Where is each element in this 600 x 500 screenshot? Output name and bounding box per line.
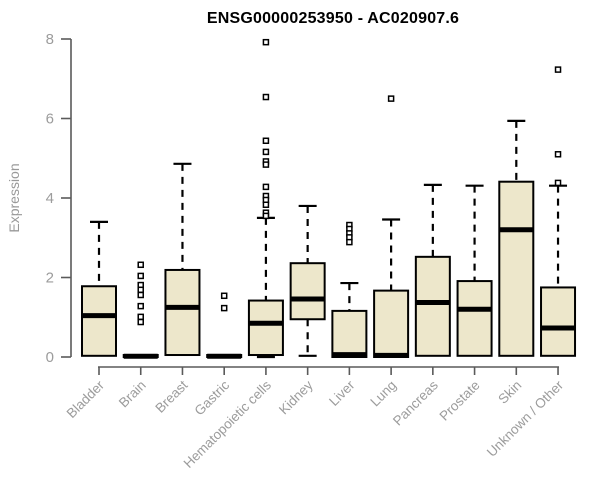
box-unknown-other bbox=[540, 286, 577, 357]
outlier-point-gastric bbox=[220, 304, 228, 312]
y-axis-title: Expression bbox=[6, 163, 22, 233]
chart-title: ENSG00000253950 - AC020907.6 bbox=[206, 10, 460, 27]
y-tick-label: 2 bbox=[46, 270, 54, 287]
outlier-point-hematopoietic-cells bbox=[262, 137, 270, 145]
x-tick-label-skin: Skin bbox=[495, 378, 524, 407]
outlier-point-unknown-other bbox=[554, 179, 562, 187]
box-breast bbox=[164, 268, 201, 357]
box-prostate bbox=[456, 280, 493, 357]
outlier-point-unknown-other bbox=[554, 66, 562, 73]
outlier-point-brain bbox=[137, 318, 144, 326]
x-tick-label-lung: Lung bbox=[367, 378, 399, 410]
x-tick-label-prostate: Prostate bbox=[437, 378, 483, 424]
outlier-point-brain bbox=[137, 313, 144, 321]
box-pancreas bbox=[414, 255, 451, 357]
outlier-point-hematopoietic-cells bbox=[262, 183, 270, 191]
box-hematopoietic-cells bbox=[247, 299, 284, 357]
box-liver bbox=[331, 309, 368, 359]
outlier-point-lung bbox=[387, 95, 395, 102]
box-bladder bbox=[81, 285, 117, 357]
outlier-point-hematopoietic-cells bbox=[262, 212, 270, 220]
y-tick-label: 4 bbox=[46, 190, 54, 207]
x-tick-label-breast: Breast bbox=[152, 377, 190, 415]
outlier-point-brain bbox=[137, 286, 144, 294]
outlier-point-hematopoietic-cells bbox=[262, 38, 270, 46]
y-tick-label: 8 bbox=[46, 31, 54, 48]
outlier-point-gastric bbox=[220, 292, 228, 300]
x-tick-label-bladder: Bladder bbox=[64, 377, 108, 421]
box-kidney bbox=[289, 262, 326, 321]
x-tick-label-liver: Liver bbox=[326, 377, 358, 409]
outlier-point-hematopoietic-cells bbox=[262, 93, 270, 101]
outlier-point-unknown-other bbox=[554, 151, 562, 158]
outlier-point-hematopoietic-cells bbox=[262, 161, 270, 168]
box-skin bbox=[498, 180, 535, 357]
y-tick-label: 0 bbox=[46, 349, 54, 366]
y-tick-label: 6 bbox=[46, 111, 54, 128]
outlier-point-brain bbox=[137, 291, 144, 299]
x-tick-label-unknown-other: Unknown / Other bbox=[484, 377, 567, 460]
x-tick-label-kidney: Kidney bbox=[276, 377, 316, 417]
outlier-point-brain bbox=[137, 261, 144, 269]
x-tick-label-gastric: Gastric bbox=[191, 377, 232, 418]
outlier-point-brain bbox=[137, 302, 144, 310]
outlier-point-hematopoietic-cells bbox=[262, 201, 270, 209]
box-lung bbox=[373, 289, 410, 358]
outlier-point-brain bbox=[137, 272, 144, 280]
x-tick-label-pancreas: Pancreas bbox=[390, 377, 441, 428]
outlier-point-liver bbox=[346, 238, 353, 246]
x-tick-label-brain: Brain bbox=[116, 378, 149, 411]
outlier-point-hematopoietic-cells bbox=[262, 148, 270, 156]
